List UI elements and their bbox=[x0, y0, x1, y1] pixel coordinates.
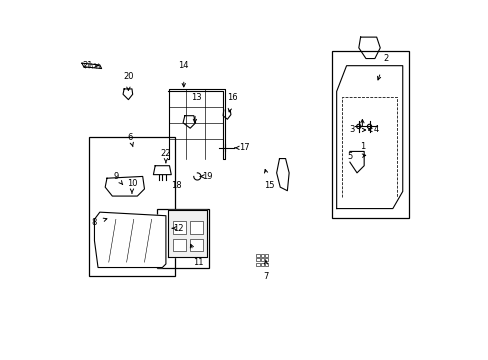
Text: 9: 9 bbox=[113, 172, 118, 181]
Polygon shape bbox=[82, 63, 102, 68]
Polygon shape bbox=[105, 176, 144, 196]
Text: 11: 11 bbox=[192, 258, 203, 267]
Bar bbox=[157, 208, 208, 267]
Bar bbox=[190, 221, 203, 234]
Polygon shape bbox=[349, 152, 364, 173]
Polygon shape bbox=[94, 212, 165, 267]
Text: 21: 21 bbox=[82, 61, 92, 70]
Text: 10: 10 bbox=[126, 179, 137, 188]
Text: 13: 13 bbox=[191, 93, 201, 102]
Text: 14: 14 bbox=[178, 61, 189, 70]
Bar bbox=[190, 239, 203, 251]
Bar bbox=[256, 262, 259, 266]
Text: 16: 16 bbox=[226, 93, 237, 102]
Text: 5: 5 bbox=[346, 152, 352, 161]
Text: 2: 2 bbox=[382, 54, 387, 63]
Text: 4: 4 bbox=[373, 126, 379, 135]
Bar bbox=[260, 258, 263, 261]
Text: 22: 22 bbox=[161, 149, 171, 158]
Text: 18: 18 bbox=[171, 181, 182, 190]
Bar bbox=[256, 254, 259, 257]
Bar bbox=[331, 51, 408, 217]
Text: 6: 6 bbox=[127, 132, 133, 141]
Polygon shape bbox=[167, 210, 206, 257]
Bar bbox=[173, 239, 185, 251]
Bar bbox=[264, 258, 267, 261]
Bar bbox=[260, 262, 263, 266]
Bar bbox=[173, 221, 185, 234]
Text: 7: 7 bbox=[263, 272, 268, 281]
Bar bbox=[264, 262, 267, 266]
Bar bbox=[264, 254, 267, 257]
Text: 19: 19 bbox=[202, 172, 212, 181]
Text: 3: 3 bbox=[348, 126, 354, 135]
Text: 15: 15 bbox=[264, 181, 274, 190]
Bar bbox=[260, 254, 263, 257]
Bar bbox=[89, 137, 175, 276]
Text: 12: 12 bbox=[173, 224, 183, 233]
Text: 8: 8 bbox=[92, 219, 97, 228]
Text: 1: 1 bbox=[359, 141, 364, 150]
Polygon shape bbox=[276, 158, 288, 191]
Text: 20: 20 bbox=[123, 72, 133, 81]
Bar bbox=[256, 258, 259, 261]
Text: 17: 17 bbox=[239, 143, 249, 152]
